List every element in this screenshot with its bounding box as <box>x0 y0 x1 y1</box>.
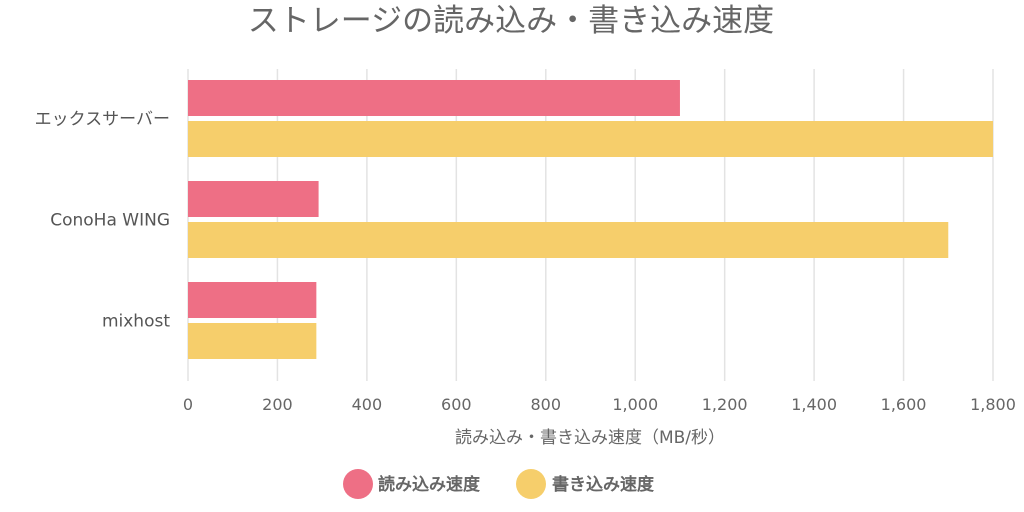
x-tick-label: 400 <box>352 395 383 414</box>
legend-item[interactable]: 書き込み速度 <box>516 469 655 499</box>
category-labels: エックスサーバー ConoHa WING mixhost <box>35 110 171 332</box>
chart-title: ストレージの読み込み・書き込み速度 <box>248 3 774 39</box>
bar-read[interactable] <box>188 282 317 318</box>
bars <box>188 80 993 359</box>
category-label: エックスサーバー <box>35 110 170 130</box>
legend-label: 読み込み速度 <box>378 474 481 495</box>
bar-write[interactable] <box>188 323 317 359</box>
x-tick-label: 1,000 <box>612 395 658 414</box>
x-tick-label: 1,200 <box>702 395 748 414</box>
legend[interactable]: 読み込み速度 書き込み速度 <box>343 469 655 499</box>
x-tick-label: 1,800 <box>970 395 1016 414</box>
legend-swatch <box>516 469 546 499</box>
x-tick-label: 800 <box>531 395 562 414</box>
category-label: mixhost <box>102 312 170 332</box>
x-tick-label: 600 <box>441 395 472 414</box>
x-tick-label: 200 <box>262 395 293 414</box>
x-tick-label: 1,400 <box>791 395 837 414</box>
legend-swatch <box>343 469 373 499</box>
bar-read[interactable] <box>188 80 680 116</box>
x-axis-title: 読み込み・書き込み速度（MB/秒） <box>455 428 725 448</box>
legend-item[interactable]: 読み込み速度 <box>343 469 481 499</box>
x-axis-ticks: 0 200 400 600 800 1,000 1,200 1,400 1,600 1,800 <box>183 395 1016 414</box>
x-tick-label: 0 <box>183 395 193 414</box>
legend-label: 書き込み速度 <box>552 474 655 495</box>
x-tick-label: 1,600 <box>881 395 927 414</box>
bar-write[interactable] <box>188 121 993 157</box>
category-label: ConoHa WING <box>50 211 170 231</box>
bar-read[interactable] <box>188 181 319 217</box>
bar-write[interactable] <box>188 222 949 258</box>
